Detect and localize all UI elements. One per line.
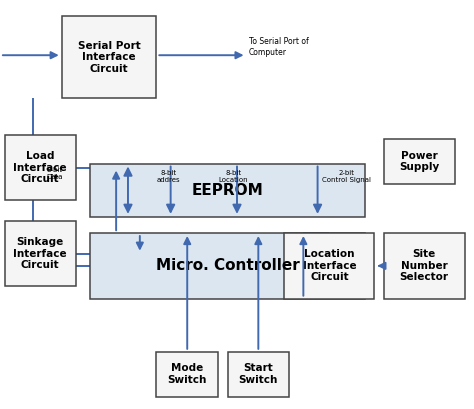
Text: Micro. Controller: Micro. Controller: [155, 258, 300, 273]
Text: Serial Port
Interface
Circuit: Serial Port Interface Circuit: [78, 40, 140, 74]
Text: Location
Interface
Circuit: Location Interface Circuit: [302, 249, 356, 283]
FancyBboxPatch shape: [5, 135, 76, 200]
Text: To Serial Port of
Computer: To Serial Port of Computer: [249, 37, 309, 57]
Text: Power
Supply: Power Supply: [400, 151, 439, 172]
Text: Sinkage
Interface
Circuit: Sinkage Interface Circuit: [13, 237, 67, 270]
Text: 8-bit
Data: 8-bit Data: [46, 167, 63, 180]
Text: 8-bit
Location: 8-bit Location: [219, 170, 248, 183]
FancyBboxPatch shape: [156, 352, 218, 397]
FancyBboxPatch shape: [90, 233, 365, 299]
Text: EEPROM: EEPROM: [191, 183, 264, 198]
Text: Site
Number
Selector: Site Number Selector: [400, 249, 449, 283]
FancyBboxPatch shape: [228, 352, 289, 397]
Text: 2-bit
Control Signal: 2-bit Control Signal: [321, 170, 371, 183]
FancyBboxPatch shape: [384, 139, 455, 184]
FancyBboxPatch shape: [62, 16, 156, 98]
Text: Load
Interface
Circuit: Load Interface Circuit: [13, 151, 67, 184]
FancyBboxPatch shape: [384, 233, 465, 299]
Text: Mode
Switch: Mode Switch: [167, 364, 207, 385]
Text: 8-bit
addres: 8-bit addres: [156, 170, 180, 183]
FancyBboxPatch shape: [5, 221, 76, 286]
FancyBboxPatch shape: [90, 164, 365, 217]
Text: Start
Switch: Start Switch: [238, 364, 278, 385]
FancyBboxPatch shape: [284, 233, 374, 299]
